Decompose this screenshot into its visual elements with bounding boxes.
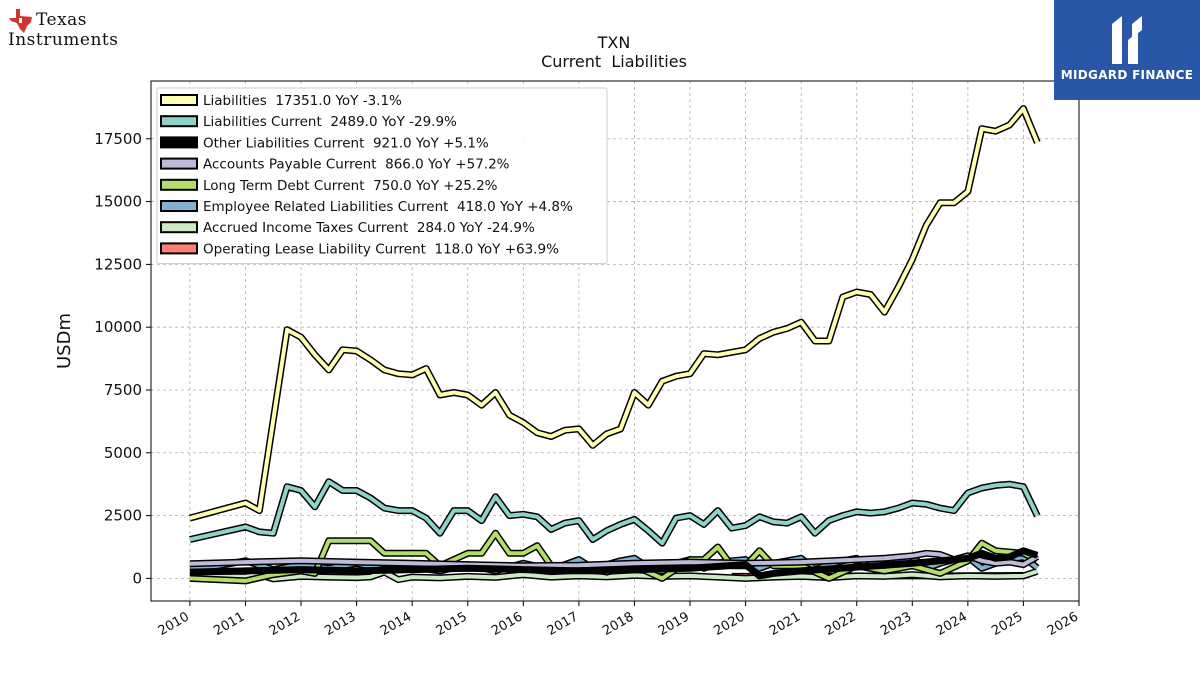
x-tick-label: 2021 (767, 609, 803, 639)
legend-swatch (160, 136, 198, 149)
legend-label: Operating Lease Liability Current 118.0 … (203, 241, 559, 257)
series-line-fill (189, 548, 1038, 578)
midgard-mark-icon (1112, 16, 1142, 64)
x-tick-label: 2015 (434, 609, 470, 639)
plot-area-frame (150, 80, 1080, 602)
legend-label: Employee Related Liabilities Current 418… (203, 199, 573, 215)
chart-subtitle: Current Liabilities (541, 52, 687, 71)
legend-label: Accounts Payable Current 866.0 YoY +57.2… (203, 157, 510, 173)
legend-label: Accrued Income Taxes Current 284.0 YoY -… (203, 220, 535, 236)
x-tick-label: 2014 (378, 609, 414, 639)
series-line-fill (189, 551, 1039, 568)
legend-box (156, 87, 608, 265)
legend-swatch (160, 157, 198, 170)
y-axis-label: USDm (54, 313, 75, 369)
y-tick-label: 5000 (104, 444, 142, 462)
series-line (188, 105, 1041, 522)
x-tick-label: 2010 (156, 609, 192, 639)
x-tick-label: 2020 (711, 609, 747, 639)
y-tick-label: 2500 (104, 507, 142, 525)
y-tick-label: 0 (132, 569, 142, 587)
chart-title: TXN (597, 33, 631, 52)
x-tick-label: 2017 (545, 609, 581, 639)
y-tick-label: 10000 (94, 318, 142, 336)
series-line (189, 478, 1041, 547)
series-line-fill (189, 106, 1040, 521)
y-tick-label: 15000 (94, 193, 142, 211)
series-line-outline (189, 478, 1041, 547)
series-line-fill (189, 479, 1040, 546)
y-axis: 0 2500 5000 7500 10000 12500 15000 17500 (94, 130, 151, 587)
texas-state-icon (9, 9, 32, 33)
series-line (189, 567, 1039, 584)
series-line-fill (189, 569, 1038, 582)
x-tick-label: 2026 (1045, 609, 1081, 639)
x-tick-label: 2019 (656, 609, 692, 639)
legend-swatch (160, 115, 198, 128)
midgard-finance-badge: MIDGARD FINANCE (1054, 0, 1200, 100)
legend-label: Long Term Debt Current 750.0 YoY +25.2% (203, 178, 498, 194)
legend-swatch (160, 221, 198, 234)
legend-swatch (160, 200, 198, 212)
y-tick-label: 7500 (104, 381, 142, 399)
legend-swatch (160, 242, 198, 255)
legend-label: Liabilities Current 2489.0 YoY -29.9% (203, 114, 457, 130)
logo-line-1: Texas (36, 10, 88, 30)
x-tick-label: 2012 (267, 609, 303, 639)
texas-instruments-logo: Texas Instruments (8, 8, 138, 52)
legend-label: Other Liabilities Current 921.0 YoY +5.1… (203, 135, 489, 151)
x-tick-label: 2013 (322, 609, 358, 639)
legend: Liabilities 17351.0 YoY -3.1% Liabilities… (156, 87, 608, 265)
x-tick-label: 2025 (989, 609, 1025, 639)
x-tick-label: 2023 (878, 609, 914, 639)
x-axis: 2010 2011 2012 2013 2014 2015 2016 2017 2018 2019… (156, 601, 1081, 639)
series-layer (188, 105, 1041, 585)
legend-label: Liabilities 17351.0 YoY -3.1% (203, 93, 402, 109)
y-tick-label: 12500 (94, 255, 142, 273)
x-tick-label: 2024 (934, 609, 970, 639)
legend-swatch (160, 178, 198, 191)
x-tick-label: 2011 (211, 609, 247, 639)
x-tick-label: 2018 (600, 609, 636, 639)
series-line (189, 549, 1040, 570)
badge-text: MIDGARD FINANCE (1060, 68, 1194, 82)
x-tick-label: 2016 (489, 609, 525, 639)
logo-line-2: Instruments (8, 30, 119, 50)
y-tick-label: 17500 (94, 130, 142, 148)
series-line (189, 547, 1039, 580)
legend-swatch (160, 94, 198, 106)
x-tick-label: 2022 (823, 609, 859, 639)
